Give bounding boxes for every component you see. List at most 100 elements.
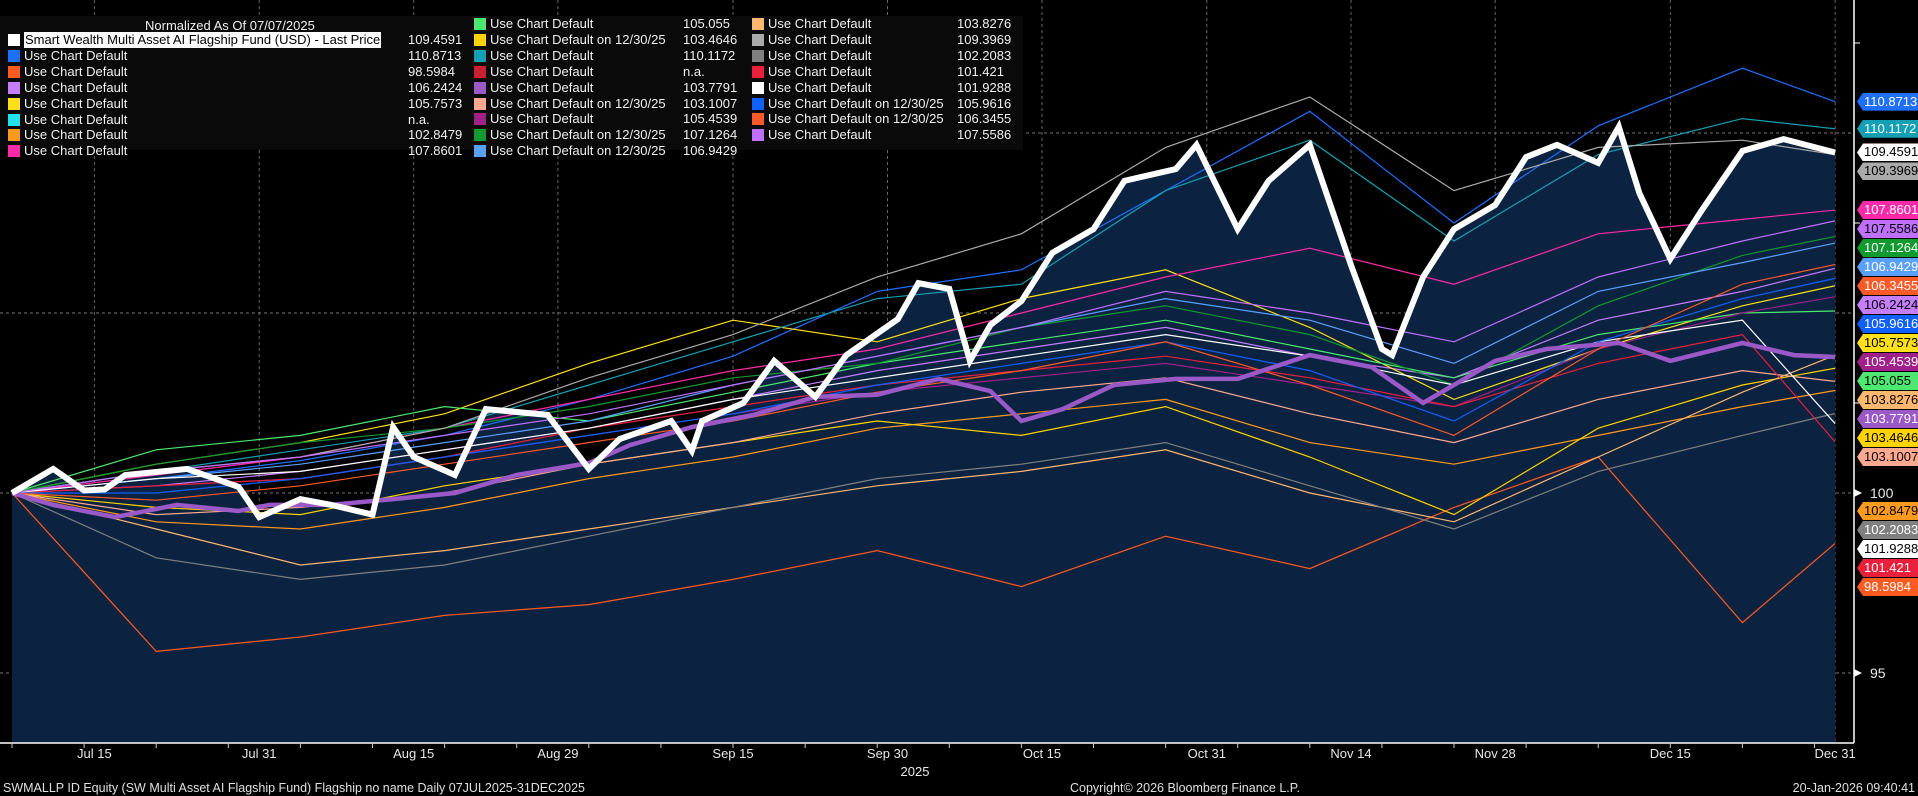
legend-swatch-icon bbox=[474, 65, 486, 78]
legend-value: 102.8479 bbox=[408, 127, 463, 143]
legend-swatch-icon bbox=[752, 65, 764, 78]
y-tick-label: 100 bbox=[1870, 485, 1894, 501]
legend-swatch-icon bbox=[8, 49, 20, 62]
last-value-tag: 107.8601 bbox=[1857, 201, 1918, 220]
legend-label: Use Chart Default bbox=[768, 79, 872, 95]
series-line-15 bbox=[11, 235, 1836, 494]
series-line-1 bbox=[11, 67, 1836, 494]
legend-swatch-icon bbox=[474, 81, 486, 94]
legend-label: Use Chart Default bbox=[490, 79, 594, 95]
y-tick-arrow bbox=[1854, 669, 1862, 677]
legend-value: 110.1172 bbox=[683, 47, 736, 63]
legend-swatch-icon bbox=[474, 145, 486, 158]
legend-value: n.a. bbox=[683, 63, 705, 79]
legend-title: Normalized As Of 07/07/2025 bbox=[145, 18, 315, 33]
last-value-tag: 102.2083 bbox=[1857, 521, 1918, 539]
legend-swatch-icon bbox=[752, 97, 764, 110]
legend-value: 107.8601 bbox=[408, 143, 463, 159]
last-value-tag: 107.1264 bbox=[1857, 239, 1918, 258]
legend-swatch-icon bbox=[474, 33, 486, 46]
last-value-tag: 106.3455 bbox=[1857, 277, 1918, 296]
legend-swatch-icon bbox=[8, 97, 20, 110]
x-tick-label: Aug 15 bbox=[393, 746, 435, 761]
legend-label: Use Chart Default on 12/30/25 bbox=[490, 31, 666, 47]
legend-label: Use Chart Default on 12/30/25 bbox=[490, 143, 666, 159]
legend-swatch-icon bbox=[8, 34, 20, 46]
series-line-24 bbox=[11, 220, 1836, 494]
legend-swatch-icon bbox=[474, 49, 486, 62]
x-tick-label: Nov 14 bbox=[1330, 746, 1372, 761]
legend-label: Use Chart Default bbox=[24, 111, 128, 127]
series-line-6 bbox=[11, 389, 1836, 530]
last-value-tag: 101.421 bbox=[1857, 559, 1918, 577]
legend-label: Use Chart Default bbox=[490, 16, 594, 31]
legend-value: 109.3969 bbox=[957, 31, 1012, 47]
legend-swatch-icon bbox=[752, 129, 764, 142]
series-line-8 bbox=[11, 310, 1836, 494]
fund-area bbox=[12, 126, 1836, 743]
legend-swatch-icon bbox=[752, 81, 764, 94]
legend-value: 107.5586 bbox=[957, 127, 1012, 143]
last-value-tag: 109.3969 bbox=[1857, 162, 1918, 181]
y-tick-arrow bbox=[1854, 489, 1862, 497]
last-value-tag: 101.9288 bbox=[1857, 540, 1918, 558]
legend-value: 105.4539 bbox=[683, 111, 738, 127]
legend-label: Use Chart Default bbox=[490, 63, 594, 79]
legend-value: 103.8276 bbox=[957, 16, 1012, 31]
legend-value: 101.9288 bbox=[957, 79, 1012, 95]
last-value-tag: 103.7791 bbox=[1857, 410, 1918, 429]
legend-label: Use Chart Default bbox=[490, 47, 594, 63]
legend-label: Use Chart Default bbox=[24, 63, 128, 79]
legend-value: 102.2083 bbox=[957, 47, 1012, 63]
legend-value: n.a. bbox=[408, 111, 430, 127]
series-line-4 bbox=[11, 269, 1836, 494]
legend-value: 109.4591 bbox=[408, 32, 463, 47]
x-tick-label: Dec 31 bbox=[1814, 746, 1856, 761]
legend-value: 106.9429 bbox=[683, 143, 738, 159]
last-value-tag: 106.2424 bbox=[1857, 296, 1918, 315]
legend-value: 110.8713 bbox=[408, 47, 462, 63]
legend-value: 103.7791 bbox=[683, 79, 738, 95]
last-value-tag: 109.4591 bbox=[1857, 143, 1918, 162]
fund-area-fill bbox=[12, 126, 1836, 743]
last-value-tag: 98.5984 bbox=[1857, 578, 1918, 596]
legend-label: Use Chart Default on 12/30/25 bbox=[490, 127, 666, 143]
last-value-tag: 105.9616 bbox=[1857, 315, 1918, 334]
legend-swatch-icon bbox=[8, 113, 20, 126]
legend-value: 105.7573 bbox=[408, 95, 463, 111]
legend-value: 103.4646 bbox=[683, 31, 738, 47]
legend-label: Use Chart Default bbox=[768, 31, 872, 47]
legend-value: 101.421 bbox=[957, 63, 1004, 79]
legend-value: 105.9616 bbox=[957, 95, 1012, 111]
legend-label: Use Chart Default bbox=[768, 16, 872, 31]
series-line-22 bbox=[12, 277, 1836, 494]
axes bbox=[0, 0, 1862, 748]
legend-label: Use Chart Default on 12/30/25 bbox=[490, 95, 666, 111]
x-tick-label: Oct 15 bbox=[1022, 746, 1062, 761]
footer-copyright: Copyright© 2026 Bloomberg Finance L.P. bbox=[1070, 781, 1300, 795]
last-value-tag: 110.1172 bbox=[1857, 119, 1918, 138]
legend-swatch-icon bbox=[752, 33, 764, 46]
legend-swatch-icon bbox=[752, 18, 764, 30]
series-line-9 bbox=[11, 367, 1836, 516]
last-value-tag: 103.8276 bbox=[1857, 391, 1918, 410]
last-value-tag: 110.8713 bbox=[1857, 92, 1918, 111]
x-tick-label: Sep 30 bbox=[866, 746, 909, 761]
legend-swatch-icon bbox=[752, 49, 764, 62]
legend: Normalized As Of 07/07/2025 Smart Wealth… bbox=[0, 16, 1023, 158]
legend-swatch-icon bbox=[474, 18, 486, 30]
legend-swatch-icon bbox=[474, 129, 486, 142]
legend-value: 98.5984 bbox=[408, 63, 455, 79]
last-value-tag: 105.055 bbox=[1857, 372, 1918, 391]
last-value-tag: 105.7573 bbox=[1857, 334, 1918, 353]
legend-value: 106.2424 bbox=[408, 79, 463, 95]
legend-swatch-icon bbox=[8, 145, 20, 158]
legend-label: Use Chart Default bbox=[768, 127, 872, 143]
legend-value: 105.055 bbox=[683, 16, 730, 31]
last-value-tag: 102.8479 bbox=[1857, 502, 1918, 520]
legend-label: Smart Wealth Multi Asset AI Flagship Fun… bbox=[24, 32, 382, 48]
y-tick-label: 95 bbox=[1870, 665, 1886, 681]
x-tick-label: Jul 15 bbox=[77, 746, 112, 761]
x-tick-label: Oct 31 bbox=[1187, 746, 1226, 761]
legend-label: Use Chart Default bbox=[768, 63, 872, 79]
